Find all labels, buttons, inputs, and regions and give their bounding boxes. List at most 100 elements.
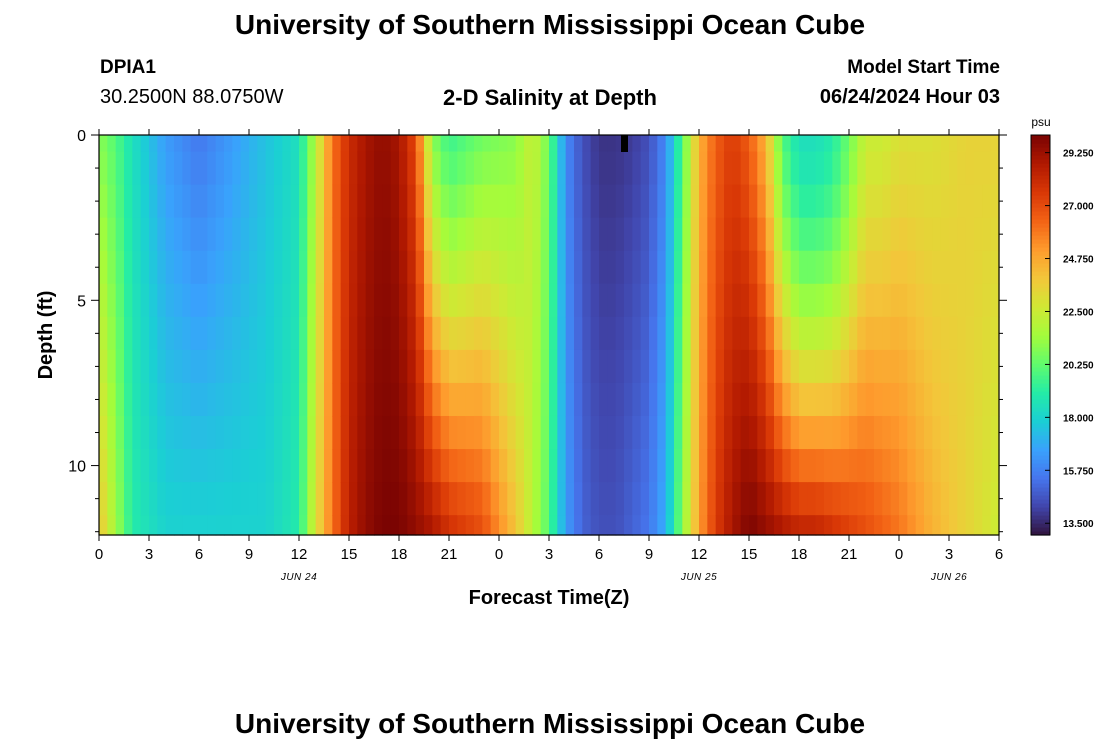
heatmap-cell [932, 135, 942, 153]
heatmap-cell [640, 382, 650, 417]
heatmap-cell [732, 250, 742, 285]
heatmap-cell [874, 316, 883, 351]
heatmap-cell [482, 135, 492, 153]
heatmap-cell [257, 415, 267, 450]
heatmap-cell [824, 217, 833, 252]
heatmap-cell [357, 449, 367, 483]
heatmap-cell [590, 382, 600, 417]
heatmap-cell [782, 283, 792, 318]
heatmap-cell [307, 382, 317, 417]
heatmap-cell [290, 151, 300, 186]
heatmap-cell [865, 135, 875, 153]
heatmap-cell [515, 135, 525, 153]
heatmap-cell [457, 217, 467, 252]
x-tick-label: 0 [495, 546, 503, 563]
heatmap-cell [865, 217, 875, 252]
heatmap-cell [524, 449, 533, 483]
heatmap-cell [515, 349, 525, 384]
heatmap-cell [490, 382, 500, 417]
heatmap-cell [840, 184, 850, 219]
heatmap-cell [382, 449, 392, 483]
heatmap-cell [507, 415, 517, 450]
heatmap-cell [257, 382, 267, 417]
heatmap-cell [740, 250, 750, 285]
heatmap-cell [132, 184, 142, 219]
heatmap-cell [707, 316, 717, 351]
heatmap-cell [424, 135, 433, 153]
heatmap-cell [140, 515, 150, 536]
heatmap-cell [482, 316, 492, 351]
heatmap-cell [849, 184, 858, 219]
heatmap-cell [207, 316, 217, 351]
heatmap-cell [207, 217, 217, 252]
heatmap-cell [807, 184, 817, 219]
heatmap-cell [840, 415, 850, 450]
heatmap-cell [640, 283, 650, 318]
heatmap-cell [474, 349, 483, 384]
heatmap-cell [99, 184, 108, 219]
colorbar-segment [1031, 483, 1050, 488]
heatmap-cell [532, 135, 542, 153]
heatmap-cell [990, 349, 1000, 384]
heatmap-cell [232, 151, 242, 186]
heatmap-cell [282, 316, 292, 351]
heatmap-cell [349, 449, 358, 483]
heatmap-cell [774, 283, 783, 318]
heatmap-cell [932, 382, 942, 417]
heatmap-cell [532, 151, 542, 186]
heatmap-cell [390, 482, 400, 516]
heatmap-cell [99, 135, 108, 153]
heatmap-cell [640, 316, 650, 351]
heatmap-cell [374, 349, 383, 384]
heatmap-cell [515, 449, 525, 483]
heatmap-cell [182, 250, 192, 285]
heatmap-cell [432, 135, 442, 153]
heatmap-cell [565, 283, 575, 318]
heatmap-cell [315, 449, 325, 483]
heatmap-cell [682, 217, 692, 252]
heatmap-cell [665, 449, 675, 483]
heatmap-cell [240, 283, 250, 318]
heatmap-cell [340, 283, 350, 318]
heatmap-cell [274, 217, 283, 252]
heatmap-cell [374, 250, 383, 285]
heatmap-cell [249, 250, 258, 285]
heatmap-cell [274, 449, 283, 483]
heatmap-cell [807, 349, 817, 384]
heatmap-cell [549, 349, 558, 384]
heatmap-cell [490, 482, 500, 516]
heatmap-cell [432, 349, 442, 384]
heatmap-cell [440, 250, 450, 285]
heatmap-cell [215, 184, 225, 219]
heatmap-cell [415, 135, 425, 153]
heatmap-cell [840, 135, 850, 153]
colorbar-segment [1031, 287, 1050, 292]
heatmap-cell [824, 316, 833, 351]
heatmap-cell [665, 283, 675, 318]
heatmap-cell [499, 415, 508, 450]
heatmap-cell [590, 449, 600, 483]
y-axis-label: Depth (ft) [35, 291, 57, 380]
heatmap-cell [915, 515, 925, 536]
heatmap-cell [799, 283, 808, 318]
heatmap-cell [890, 184, 900, 219]
heatmap-cell [924, 482, 933, 516]
heatmap-cell [349, 482, 358, 516]
heatmap-cell [815, 449, 825, 483]
heatmap-cell [115, 316, 125, 351]
heatmap-cell [990, 184, 1000, 219]
heatmap-cell [190, 283, 200, 318]
colorbar-segment [1031, 135, 1050, 140]
station-id: DPIA1 [100, 57, 156, 78]
heatmap-cell [857, 184, 867, 219]
heatmap-cell [124, 184, 133, 219]
heatmap-cell [882, 382, 892, 417]
heatmap-cell [707, 415, 717, 450]
heatmap-cell [982, 382, 992, 417]
heatmap-cell [440, 184, 450, 219]
heatmap-cell [599, 449, 608, 483]
heatmap-cell [599, 283, 608, 318]
heatmap-cell [574, 349, 583, 384]
heatmap-cell [665, 151, 675, 186]
heatmap-cell [215, 382, 225, 417]
